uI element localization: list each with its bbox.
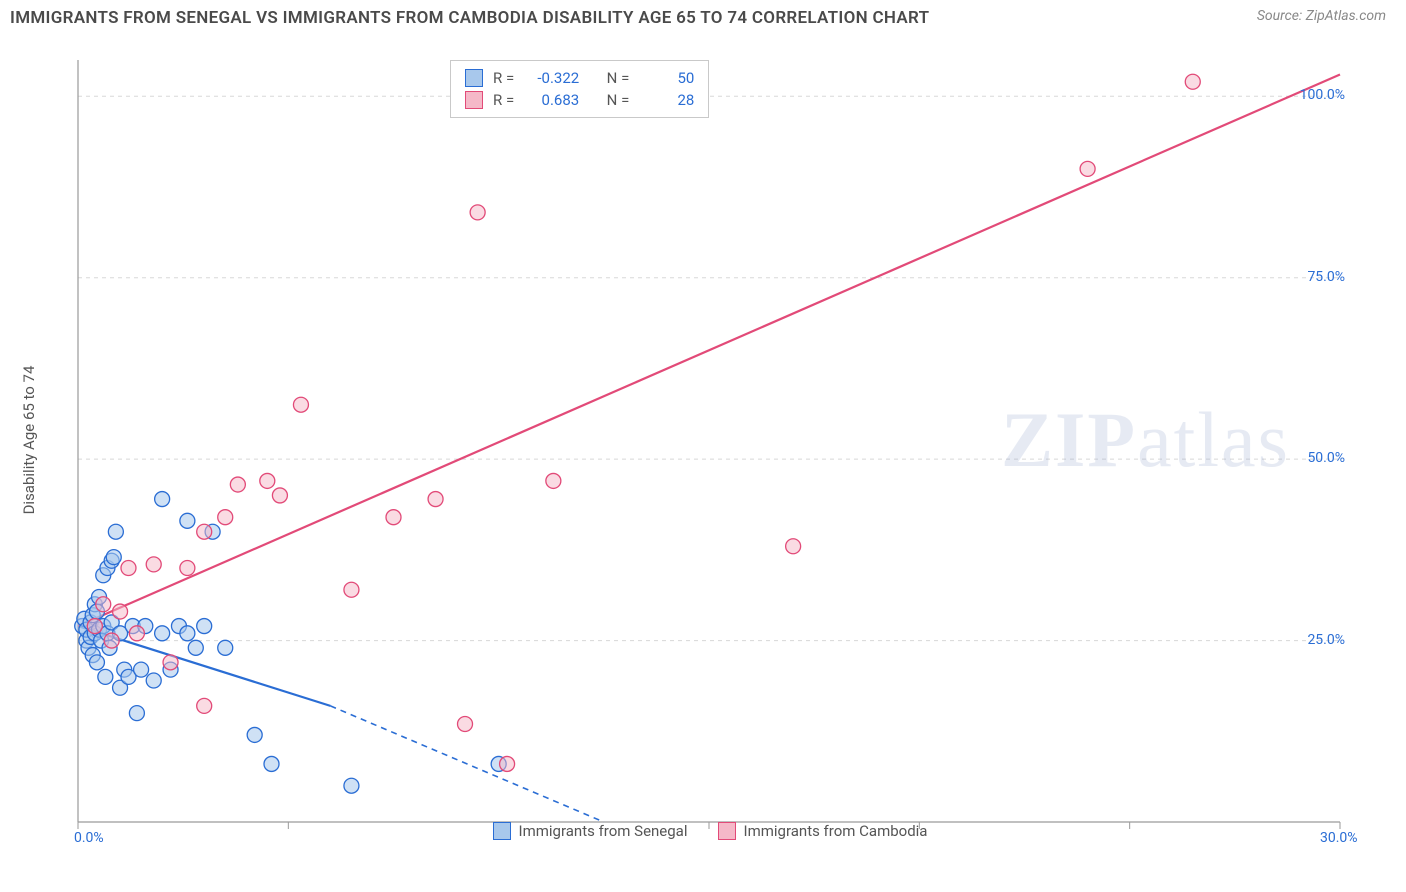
- chart-title: IMMIGRANTS FROM SENEGAL VS IMMIGRANTS FR…: [10, 8, 929, 28]
- legend-row: R = 0.683 N = 28: [465, 89, 694, 111]
- legend-swatch: [718, 822, 736, 840]
- source-label: Source: ZipAtlas.com: [1257, 8, 1386, 24]
- y-tick-label: 50.0%: [1307, 450, 1345, 466]
- r-value: -0.322: [524, 69, 579, 87]
- legend-label: Immigrants from Cambodia: [744, 822, 928, 840]
- legend-swatch: [493, 822, 511, 840]
- n-value: 50: [639, 69, 694, 87]
- x-tick-label: 0.0%: [74, 830, 104, 846]
- r-value: 0.683: [524, 91, 579, 109]
- legend-row: R = -0.322 N = 50: [465, 67, 694, 89]
- n-value: 28: [639, 91, 694, 109]
- legend-item: Immigrants from Cambodia: [718, 822, 928, 840]
- y-tick-label: 75.0%: [1307, 269, 1345, 285]
- series-legend: Immigrants from Senegal Immigrants from …: [50, 822, 1370, 840]
- y-tick-label: 100.0%: [1300, 87, 1345, 103]
- legend-swatch: [465, 69, 483, 87]
- y-axis-label: Disability Age 65 to 74: [20, 366, 38, 515]
- header: IMMIGRANTS FROM SENEGAL VS IMMIGRANTS FR…: [0, 0, 1406, 32]
- scatter-chart: [50, 40, 1370, 840]
- n-label: N =: [607, 69, 630, 87]
- r-label: R =: [493, 91, 514, 109]
- correlation-legend: R = -0.322 N = 50 R = 0.683 N = 28: [450, 60, 709, 118]
- y-tick-label: 25.0%: [1307, 632, 1345, 648]
- n-label: N =: [607, 91, 630, 109]
- r-label: R =: [493, 69, 514, 87]
- legend-swatch: [465, 91, 483, 109]
- legend-item: Immigrants from Senegal: [493, 822, 688, 840]
- chart-container: Disability Age 65 to 74 ZIPatlas R = -0.…: [50, 40, 1370, 840]
- x-tick-label: 30.0%: [1320, 830, 1358, 846]
- legend-label: Immigrants from Senegal: [519, 822, 688, 840]
